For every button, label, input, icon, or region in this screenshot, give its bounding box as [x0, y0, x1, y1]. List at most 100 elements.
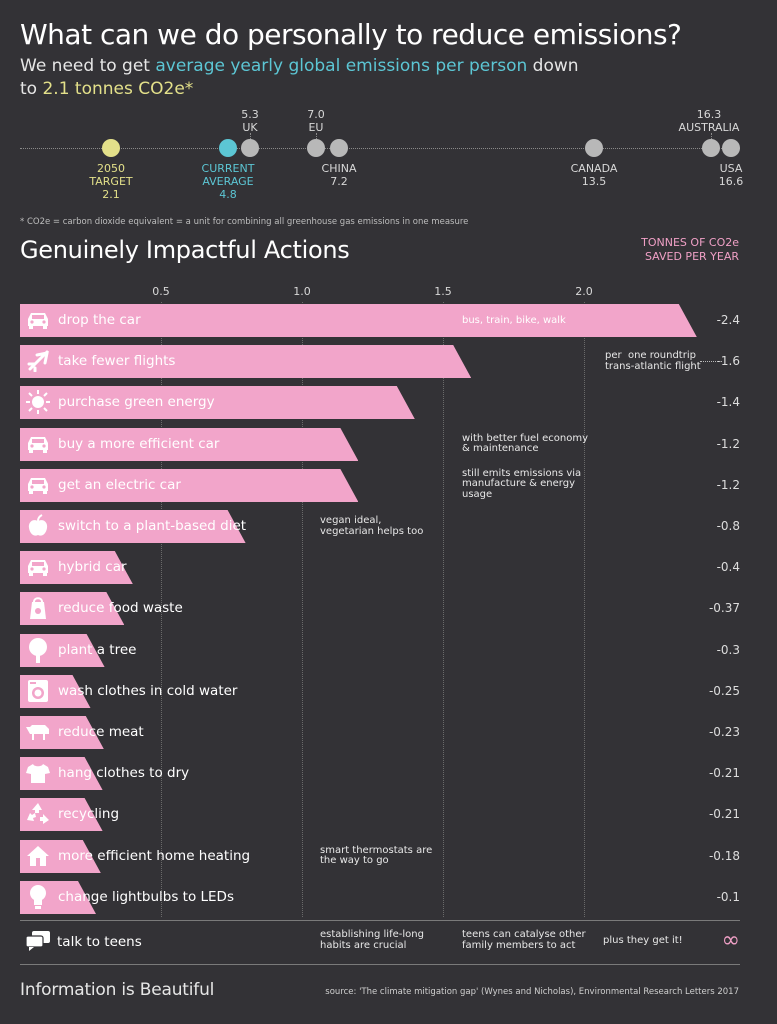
- target-highlight: 2.1 tonnes CO2e*: [42, 79, 194, 99]
- bar-annotation: still emits emissions via manufacture & …: [462, 467, 582, 500]
- food-bag-icon: [24, 594, 52, 622]
- emission-label: 2050 TARGET 2.1: [89, 162, 132, 201]
- bar-value-label: -1.2: [716, 477, 740, 492]
- axis-tick-label: 1.0: [293, 285, 311, 298]
- source-credit: source: 'The climate mitigation gap' (Wy…: [325, 987, 739, 997]
- bar: [20, 345, 472, 379]
- bar: [20, 592, 125, 626]
- emission-dot: [241, 139, 259, 157]
- bar-value-label: -2.4: [716, 313, 740, 327]
- emissions-scale: 2050 TARGET 2.1 CURRENT AVERAGE 4.8 5.3 UK 7.0…: [0, 100, 777, 210]
- lightbulb-icon: [24, 883, 52, 911]
- teens-note-3: plus they get it!: [603, 935, 683, 946]
- bar-shape: [20, 304, 697, 337]
- bar-value-label: -0.23: [708, 725, 740, 739]
- bar: [20, 468, 359, 502]
- emission-stem: [711, 133, 712, 139]
- leader-line: [700, 361, 722, 363]
- bar: [20, 551, 133, 585]
- car-icon: [24, 430, 52, 458]
- bar-shape: [20, 468, 359, 502]
- unit-label-line2: SAVED PER YEAR: [644, 250, 739, 263]
- bar-annotation: bus, train, bike, walk: [462, 315, 566, 326]
- gridline: [302, 302, 303, 917]
- bar-shape: [20, 386, 415, 420]
- bar-value-label: -0.4: [716, 560, 740, 575]
- unit-label: TONNES OF CO2e SAVED PER YEAR: [641, 236, 739, 264]
- bar-value-label: -0.25: [708, 683, 740, 698]
- scale-line: [20, 148, 740, 149]
- bar-label: reduce food waste: [58, 600, 183, 617]
- bar: [20, 510, 246, 543]
- target-line: to 2.1 tonnes CO2e*: [20, 79, 193, 99]
- teens-note-1: establishing life-long habits are crucia…: [320, 929, 424, 951]
- emission-value: 13.5: [581, 175, 607, 188]
- speech-bubbles-icon: [24, 927, 52, 955]
- emission-dot: [307, 139, 325, 157]
- emission-value: 16.6: [718, 175, 744, 188]
- bar-label: hybrid car: [58, 559, 127, 576]
- footer-divider: [20, 964, 740, 965]
- emission-label: CANADA 13.5: [571, 162, 618, 188]
- bar-value-label: -0.1: [716, 889, 740, 904]
- emission-dot: [219, 139, 237, 157]
- emission-value: 7.0: [307, 108, 325, 121]
- bar-label: recycling: [58, 806, 120, 823]
- emission-name: CHINA: [321, 162, 357, 175]
- emission-value: 16.3: [696, 108, 722, 121]
- emission-label: 16.3 AUSTRALIA: [679, 108, 740, 134]
- bar-value-label: -0.3: [716, 642, 740, 657]
- shirt-icon: [24, 759, 52, 787]
- gridline: [443, 302, 444, 917]
- emission-stem: [250, 133, 251, 139]
- axis-tick-label: 1.5: [434, 285, 452, 298]
- cow-icon: [24, 718, 52, 746]
- bar-shape: [20, 510, 246, 543]
- car-icon: [24, 553, 52, 581]
- car-icon: [24, 471, 52, 499]
- emission-dot: [330, 139, 348, 157]
- house-icon: [24, 842, 52, 870]
- car-icon: [24, 306, 52, 334]
- teens-note-2: teens can catalyse other family members …: [462, 929, 586, 951]
- emission-dot: [585, 139, 603, 157]
- bar-shape: [20, 551, 133, 585]
- emission-label: CURRENT AVERAGE 4.8: [202, 162, 255, 201]
- emission-dot: [702, 139, 720, 157]
- footnote: * CO2e = carbon dioxide equivalent = a u…: [20, 217, 469, 227]
- bar: [20, 427, 359, 461]
- bar-shape: [20, 798, 103, 832]
- brand-logo: Information is Beautiful: [20, 980, 215, 1000]
- bar-value-label: -1.4: [716, 395, 740, 410]
- bar-label: reduce meat: [58, 724, 144, 740]
- bar-value-label: -1.2: [716, 436, 740, 451]
- bar-shape: [20, 592, 125, 626]
- emission-name: CANADA: [570, 162, 618, 175]
- emission-value: 5.3: [241, 108, 259, 121]
- emission-label: USA 16.6: [719, 162, 744, 188]
- bar-annotation: smart thermostats are the way to go: [320, 844, 433, 867]
- recycle-icon: [24, 800, 52, 828]
- teens-label: talk to teens: [57, 934, 142, 950]
- bar-value-label: -0.21: [708, 766, 740, 781]
- emission-name: EU: [308, 121, 324, 134]
- emission-value: 2.1: [102, 188, 120, 201]
- axis-tick-label: 0.5: [152, 285, 170, 298]
- bar: [20, 386, 415, 420]
- axis-tick-label: 2.0: [575, 285, 593, 298]
- subtitle-highlight: average yearly global emissions per pers…: [155, 56, 528, 76]
- bar-label: drop the car: [58, 312, 141, 328]
- emission-dot: [102, 139, 120, 157]
- apple-icon: [24, 512, 52, 540]
- bar-label: more efficient home heating: [58, 847, 251, 864]
- emission-stem: [316, 133, 317, 139]
- unit-label-line1: TONNES OF CO2e: [641, 236, 739, 249]
- emission-label: CHINA 7.2: [322, 162, 357, 188]
- bar-label: wash clothes in cold water: [58, 682, 238, 699]
- bar-label: purchase green energy: [58, 394, 215, 411]
- bar: [20, 716, 104, 749]
- bar-label: plant a tree: [58, 641, 137, 658]
- teens-divider: [20, 920, 740, 921]
- bar: [20, 798, 103, 832]
- plane-icon: [24, 347, 52, 375]
